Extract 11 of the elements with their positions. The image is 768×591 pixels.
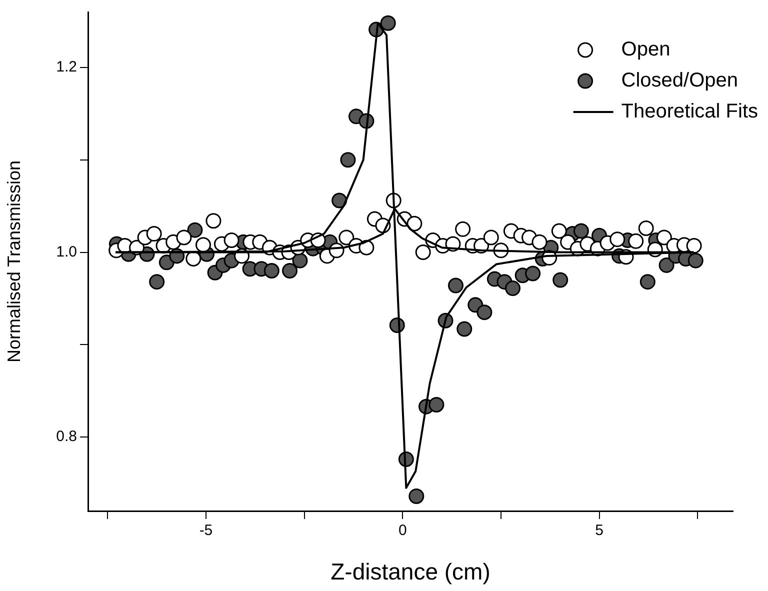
y-tick-label: 1.2 <box>56 58 77 76</box>
legend-label: Theoretical Fits <box>621 100 758 123</box>
y-tick-label: 0.8 <box>56 428 77 446</box>
legend-label: Closed/Open <box>621 70 738 92</box>
legend-label: Open <box>621 38 670 61</box>
x-tick-label: -5 <box>199 522 213 540</box>
x-tick-label: 5 <box>595 522 604 540</box>
y-axis-title: Normalised Transmission <box>4 160 24 363</box>
x-axis-title: Z-distance (cm) <box>330 558 490 585</box>
x-tick-label: 0 <box>398 522 407 540</box>
y-tick-label: 1.0 <box>56 243 77 260</box>
